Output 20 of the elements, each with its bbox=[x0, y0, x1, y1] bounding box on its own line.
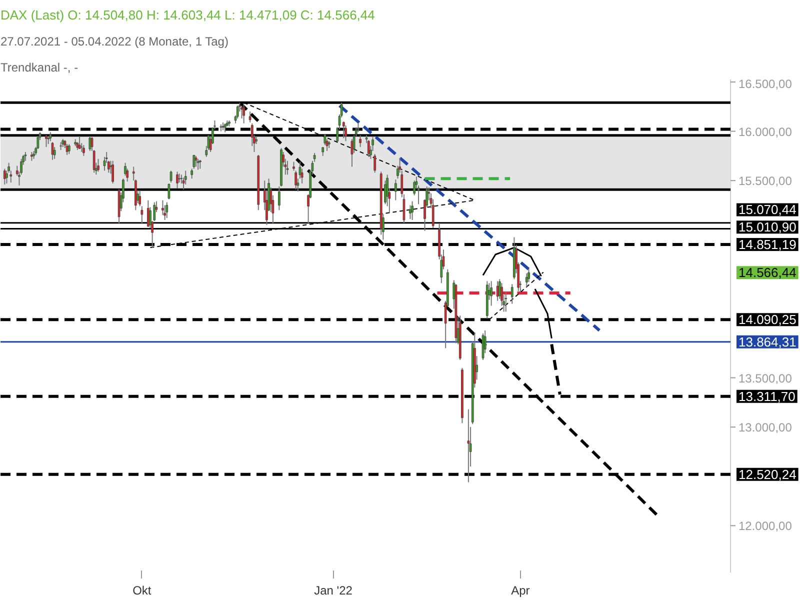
y-tick-label: 13.500,00 bbox=[738, 371, 792, 386]
x-tick-label: Jan '22 bbox=[314, 584, 353, 598]
x-tick-label: Apr bbox=[511, 584, 530, 598]
chart-title: DAX (Last) O: 14.504,80 H: 14.603,44 L: 14.471,09 C: 14.566,44 bbox=[0, 8, 375, 22]
ref-line-label: 13.311,70 bbox=[738, 388, 796, 404]
ref-line-label: 14.851,19 bbox=[738, 237, 796, 252]
ref-line-label: 15.070,44 bbox=[738, 202, 796, 218]
y-tick-label: 12.000,00 bbox=[738, 519, 792, 534]
text: Trendkanal -, - bbox=[0, 60, 78, 74]
y-tick-label: 16.500,00 bbox=[738, 76, 792, 91]
x-tick-label: Okt bbox=[132, 584, 152, 598]
ref-line-label: 12.520,24 bbox=[738, 466, 796, 482]
text: 14.566,44 bbox=[738, 265, 796, 280]
ref-line-label: 15.010,90 bbox=[738, 220, 796, 235]
y-tick-label: 15.500,00 bbox=[738, 174, 792, 188]
chart-subtitle: 27.07.2021 - 05.04.2022 (8 Monate, 1 Tag) bbox=[0, 34, 228, 48]
y-tick-label: 16.000,00 bbox=[738, 124, 792, 139]
ref-line-label: 13.864,31 bbox=[738, 334, 796, 350]
y-tick-label: 13.000,00 bbox=[738, 420, 792, 435]
ref-line-label: 14.090,25 bbox=[738, 312, 796, 328]
